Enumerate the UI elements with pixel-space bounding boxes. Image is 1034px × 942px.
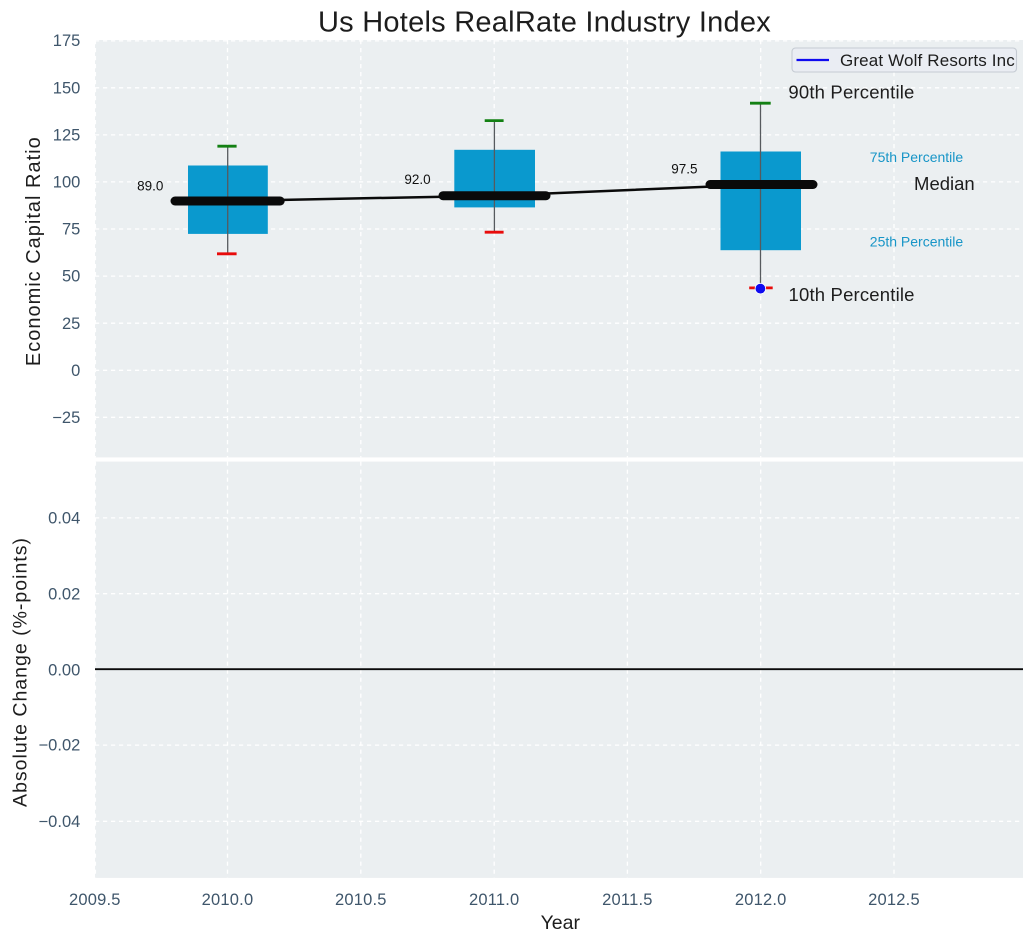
svg-text:Absolute Change (%-points): Absolute Change (%-points) (10, 537, 32, 807)
svg-text:Economic Capital Ratio: Economic Capital Ratio (23, 136, 45, 366)
svg-text:0: 0 (71, 362, 80, 380)
svg-text:0.00: 0.00 (48, 662, 80, 680)
svg-text:Median: Median (914, 173, 975, 194)
svg-text:Great Wolf Resorts Inc: Great Wolf Resorts Inc (840, 51, 1015, 70)
svg-text:150: 150 (53, 79, 81, 97)
svg-text:25: 25 (62, 315, 80, 333)
svg-text:175: 175 (53, 32, 81, 50)
svg-text:89.0: 89.0 (137, 178, 163, 193)
svg-text:2012.0: 2012.0 (735, 891, 787, 909)
svg-text:90th Percentile: 90th Percentile (788, 81, 914, 102)
svg-text:2010.0: 2010.0 (202, 891, 254, 909)
svg-text:Us Hotels RealRate Industry In: Us Hotels RealRate Industry Index (318, 6, 771, 38)
svg-text:125: 125 (53, 127, 81, 145)
svg-text:75: 75 (62, 221, 80, 239)
svg-text:−0.02: −0.02 (39, 737, 81, 755)
svg-text:0.04: 0.04 (48, 510, 80, 528)
svg-text:92.0: 92.0 (404, 172, 430, 187)
svg-text:0.02: 0.02 (48, 585, 80, 603)
svg-text:2011.0: 2011.0 (469, 891, 519, 909)
svg-text:10th Percentile: 10th Percentile (789, 284, 915, 305)
svg-text:100: 100 (53, 174, 81, 192)
svg-text:Year: Year (541, 912, 581, 934)
svg-text:−25: −25 (52, 409, 80, 427)
svg-text:−0.04: −0.04 (39, 813, 81, 831)
svg-text:25th Percentile: 25th Percentile (870, 233, 964, 249)
svg-text:75th Percentile: 75th Percentile (870, 149, 964, 165)
svg-text:50: 50 (62, 268, 80, 286)
svg-text:2011.5: 2011.5 (602, 891, 652, 909)
svg-text:97.5: 97.5 (671, 161, 697, 176)
svg-text:2012.5: 2012.5 (868, 891, 920, 909)
svg-text:2009.5: 2009.5 (69, 891, 121, 909)
svg-text:2010.5: 2010.5 (335, 891, 387, 909)
